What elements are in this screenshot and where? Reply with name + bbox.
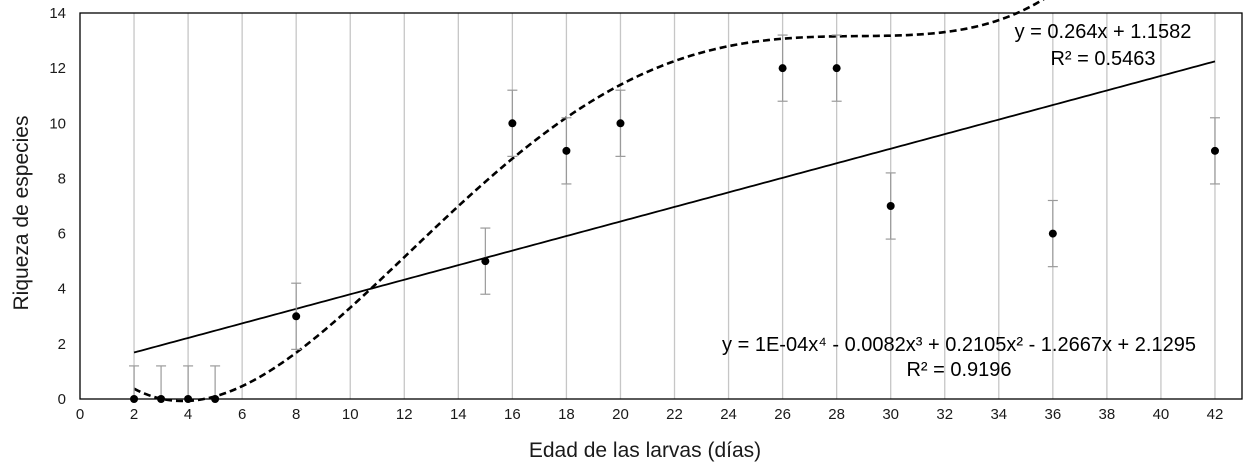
x-tick-label: 32 — [936, 406, 953, 423]
x-tick-label: 30 — [882, 406, 899, 423]
data-point — [887, 202, 895, 210]
data-point — [292, 312, 300, 320]
data-point — [779, 64, 787, 72]
y-tick-label: 2 — [58, 336, 66, 353]
x-tick-label: 42 — [1207, 406, 1224, 423]
x-tick-label: 26 — [774, 406, 791, 423]
x-tick-label: 14 — [450, 406, 467, 423]
y-tick-label: 4 — [58, 281, 66, 298]
x-tick-label: 6 — [238, 406, 246, 423]
linear-r2-label: R² = 0.5463 — [1050, 48, 1155, 70]
data-point — [616, 119, 624, 127]
x-tick-label: 40 — [1153, 406, 1170, 423]
x-tick-label: 34 — [990, 406, 1007, 423]
x-tick-label: 18 — [558, 406, 575, 423]
y-tick-label: 6 — [58, 226, 66, 243]
data-point — [157, 395, 165, 403]
data-point — [833, 64, 841, 72]
data-point — [481, 257, 489, 265]
polynomial-r2-label: R² = 0.9196 — [906, 359, 1011, 381]
y-tick-label: 14 — [49, 5, 66, 22]
data-point — [211, 395, 219, 403]
data-point — [562, 147, 570, 155]
x-tick-label: 22 — [666, 406, 683, 423]
x-tick-label: 12 — [396, 406, 413, 423]
y-tick-label: 8 — [58, 170, 66, 187]
x-tick-label: 4 — [184, 406, 192, 423]
x-tick-label: 28 — [828, 406, 845, 423]
x-tick-label: 8 — [292, 406, 300, 423]
data-point — [508, 119, 516, 127]
y-tick-label: 0 — [58, 391, 66, 408]
data-point — [1211, 147, 1219, 155]
y-tick-labels: 0 2 4 6 8 10 12 14 — [49, 5, 66, 408]
x-tick-labels: 0 2 4 6 8 10 12 14 16 18 20 22 24 26 28 30 32 34 36 38 40 42 — [76, 406, 1223, 423]
x-tick-label: 10 — [342, 406, 359, 423]
linear-equation-label: y = 0.264x + 1.1582 — [1015, 21, 1192, 43]
x-tick-label: 36 — [1044, 406, 1061, 423]
data-point — [184, 395, 192, 403]
x-axis-title: Edad de las larvas (días) — [529, 439, 761, 462]
x-tick-label: 2 — [130, 406, 138, 423]
data-point — [130, 395, 138, 403]
data-point — [1049, 230, 1057, 238]
x-tick-label: 24 — [720, 406, 737, 423]
y-tick-label: 12 — [49, 60, 66, 77]
x-tick-label: 0 — [76, 406, 84, 423]
y-tick-label: 10 — [49, 115, 66, 132]
polynomial-equation-label: y = 1E-04x⁴ - 0.0082x³ + 0.2105x² - 1.26… — [722, 334, 1196, 356]
x-tick-label: 16 — [504, 406, 521, 423]
y-axis-title: Riqueza de especies — [10, 116, 33, 311]
x-tick-label: 38 — [1099, 406, 1116, 423]
x-tick-label: 20 — [612, 406, 629, 423]
